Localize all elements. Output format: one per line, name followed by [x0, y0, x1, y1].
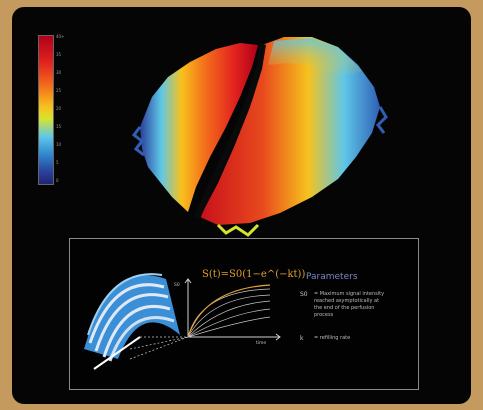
colorbar-tick: 30	[56, 70, 62, 75]
figure-panel: 40+ 35 30 25 20 15 10 5 0	[12, 7, 471, 404]
inset-graphic	[84, 273, 281, 370]
highlight-curve	[187, 284, 271, 338]
colorbar-tick: 20	[56, 106, 62, 111]
surface-top-highlight	[268, 38, 362, 77]
colorbar-tick: 40+	[56, 34, 65, 39]
param-symbol: S0	[300, 291, 308, 298]
colorbar-tick: 0	[56, 178, 59, 183]
param-description: = Maximum signal intensity reached asymp…	[314, 291, 385, 318]
y-axis-label: S0	[174, 283, 180, 288]
params-title: Parameters	[306, 272, 358, 282]
colorbar	[38, 35, 54, 185]
inset-box: S(t)=S0(1−e^(−kt)) S0 time Parameters S0…	[69, 238, 419, 390]
surface-left-lobe	[140, 43, 258, 212]
blue-arch-icon	[84, 273, 180, 370]
colorbar-tick: 35	[56, 52, 62, 57]
colorbar-tick: 25	[56, 88, 62, 93]
colorbar-tick: 15	[56, 124, 62, 129]
surface-seam	[194, 43, 266, 219]
3d-surface-render	[131, 37, 388, 237]
equation-label: S(t)=S0(1−e^(−kt))	[202, 269, 306, 280]
colorbar-tick: 5	[56, 160, 59, 165]
surface-right-lobe	[200, 37, 380, 225]
inset-axes	[184, 278, 281, 341]
param-description: = refilling rate	[314, 335, 351, 341]
x-axis-label: time	[256, 341, 267, 346]
param-symbol: k	[300, 335, 304, 342]
colorbar-tick: 10	[56, 142, 62, 147]
